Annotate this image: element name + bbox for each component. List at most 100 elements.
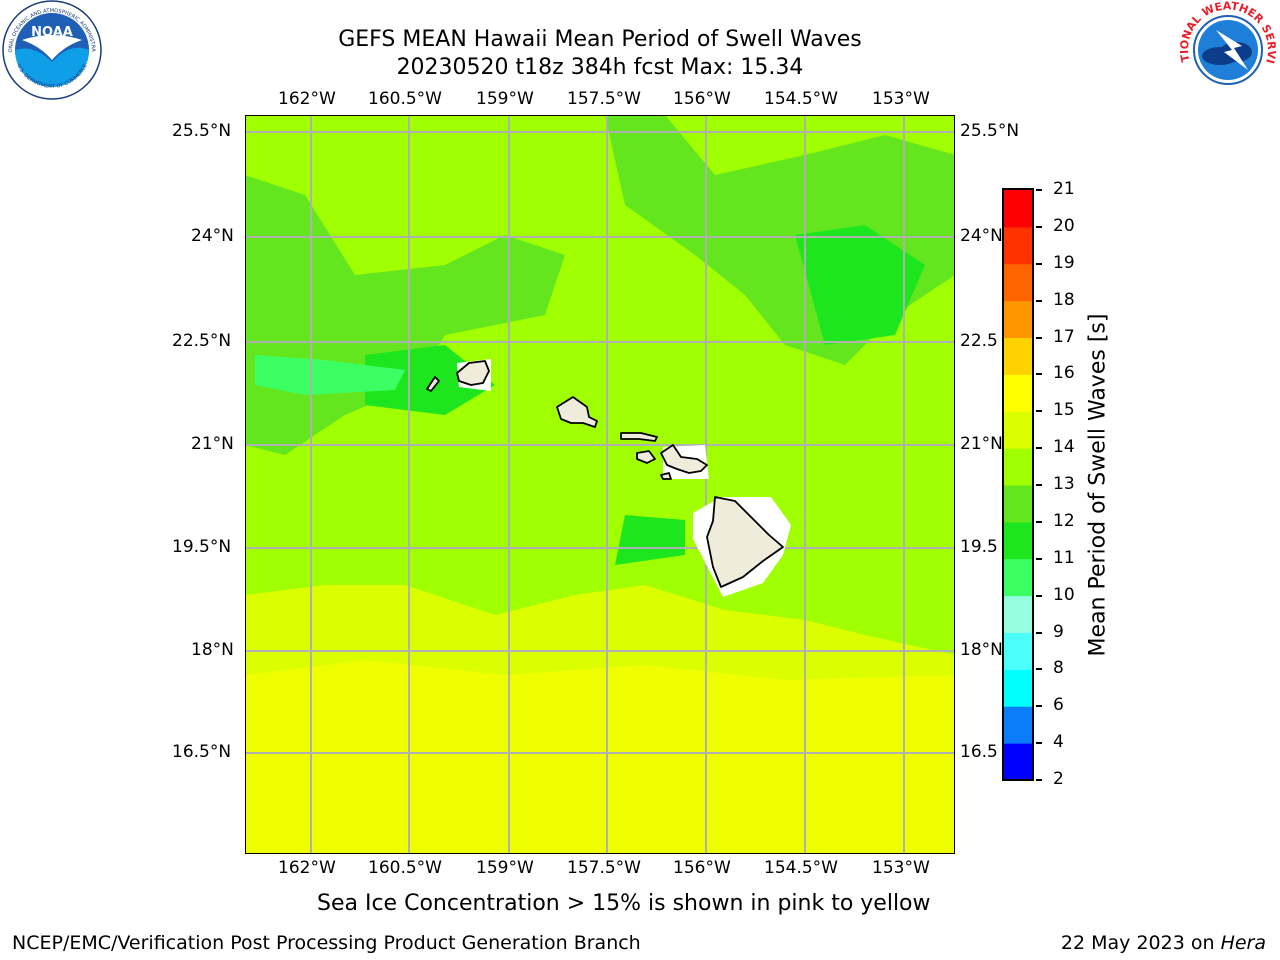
colorbar-tick-mark xyxy=(1036,779,1042,781)
colorbar-tick-label: 11 xyxy=(1053,547,1075,568)
colorbar-band xyxy=(1003,632,1033,670)
colorbar-tick-mark xyxy=(1036,189,1042,191)
colorbar-band xyxy=(1003,263,1033,302)
colorbar-band xyxy=(1003,521,1033,560)
lat-label-left: 16.5°N xyxy=(172,742,232,762)
island-kauai xyxy=(456,360,490,386)
field-contour-11-northeast xyxy=(795,225,925,345)
colorbar-band xyxy=(1003,595,1033,633)
lat-label-left: 21°N xyxy=(191,434,234,454)
colorbar-tick-mark xyxy=(1036,447,1042,450)
colorbar-tick-label: 6 xyxy=(1053,695,1064,716)
colorbar-band xyxy=(1003,485,1033,523)
field-contour-10 xyxy=(255,355,405,395)
colorbar-tick-mark xyxy=(1036,520,1042,523)
colorbar-tick-mark xyxy=(1036,594,1042,597)
colorbar-tick-mark xyxy=(1036,705,1042,708)
lat-label-right: 25.5°N xyxy=(960,121,1020,141)
lat-label-left: 22.5°N xyxy=(172,331,232,351)
colorbar-tick-mark xyxy=(1036,410,1042,413)
colorbar-band xyxy=(1003,190,1033,228)
island-molokai xyxy=(620,432,658,442)
colorbar-band xyxy=(1003,374,1033,412)
lon-label-top: 159°W xyxy=(476,89,534,109)
colorbar-tick-label: 20 xyxy=(1053,215,1075,236)
colorbar-tick-mark xyxy=(1036,299,1042,302)
lon-label-bottom: 157.5°W xyxy=(567,858,641,878)
colorbar-tick-label: 13 xyxy=(1053,474,1075,494)
lat-label-left: 24°N xyxy=(191,226,234,246)
lat-label-right: 21°N xyxy=(960,434,1003,454)
colorbar-tick-mark xyxy=(1036,373,1042,376)
lon-label-bottom: 153°W xyxy=(872,858,930,878)
colorbar-band xyxy=(1003,300,1033,338)
lat-label-left: 18°N xyxy=(191,640,234,660)
island-niihau xyxy=(426,376,440,392)
lon-label-top: 156°W xyxy=(673,89,731,109)
colorbar-tick-mark xyxy=(1036,557,1042,560)
colorbar-band xyxy=(1003,743,1033,781)
colorbar-label: Mean Period of Swell Waves [s] xyxy=(1085,313,1111,657)
colorbar-tick-label: 8 xyxy=(1053,658,1064,679)
lat-label-left: 25.5°N xyxy=(172,121,232,141)
colorbar-band xyxy=(1003,706,1033,744)
lon-label-top: 153°W xyxy=(872,89,930,109)
lat-label-right: 16.5 xyxy=(960,742,998,762)
colorbar-band xyxy=(1003,448,1033,486)
colorbar-tick-label: 21 xyxy=(1053,179,1075,199)
colorbar-band xyxy=(1003,558,1033,597)
colorbar-tick-label: 9 xyxy=(1053,621,1064,642)
lon-label-bottom: 156°W xyxy=(673,858,731,878)
colorbar xyxy=(1002,188,1034,781)
colorbar-tick-mark xyxy=(1036,742,1042,745)
colorbar-tick-label: 19 xyxy=(1053,252,1075,273)
colorbar-tick-label: 17 xyxy=(1053,326,1075,347)
colorbar-tick-label: 2 xyxy=(1053,769,1064,789)
colorbar-tick-mark xyxy=(1036,668,1042,671)
colorbar-tick-label: 15 xyxy=(1053,400,1075,421)
colorbar-tick-mark xyxy=(1036,336,1042,339)
nws-logo: NATIONAL WEATHER SERVICE xyxy=(1176,0,1278,98)
footer-date: 22 May 2023 on xyxy=(1060,932,1221,954)
lon-label-top: 162°W xyxy=(278,89,336,109)
colorbar-band xyxy=(1003,411,1033,449)
footer-right: 22 May 2023 on Hera xyxy=(1061,932,1266,954)
field-contour-11-south xyxy=(615,515,685,565)
lon-label-bottom: 162°W xyxy=(278,858,336,878)
figure-title: GEFS MEAN Hawaii Mean Period of Swell Wa… xyxy=(338,27,862,52)
colorbar-band xyxy=(1003,669,1033,707)
noaa-logo: NOAA NATIONAL OCEANIC AND ATMOSPHERIC AD… xyxy=(0,0,102,100)
colorbar-tick-label: 18 xyxy=(1053,289,1075,310)
figure-subtitle: 20230520 t18z 384h fcst Max: 15.34 xyxy=(396,55,804,80)
colorbar-tick-label: 16 xyxy=(1053,363,1075,384)
gridlines xyxy=(245,115,955,854)
lat-label-right: 24°N xyxy=(960,226,1003,246)
colorbar-tick-mark xyxy=(1036,262,1042,265)
lat-label-right: 19.5 xyxy=(960,537,998,557)
colorbar-tick-mark xyxy=(1036,484,1042,486)
island-maui xyxy=(660,444,708,474)
lon-label-top: 160.5°W xyxy=(368,89,442,109)
footer-left: NCEP/EMC/Verification Post Processing Pr… xyxy=(12,932,641,954)
footer-host: Hera xyxy=(1220,932,1266,954)
lon-label-bottom: 159°W xyxy=(476,858,534,878)
colorbar-tick-mark xyxy=(1036,225,1042,228)
colorbar-band xyxy=(1003,337,1033,375)
island-oahu xyxy=(556,396,598,428)
colorbar-frame xyxy=(1002,188,1034,781)
lat-label-right: 22.5 xyxy=(960,331,998,351)
lat-label-left: 19.5°N xyxy=(172,537,232,557)
lat-label-right: 18°N xyxy=(960,640,1003,660)
field-contour-14 xyxy=(245,660,955,854)
island-kahoolawe xyxy=(660,472,672,480)
hawaiian-islands xyxy=(426,360,784,588)
lon-label-bottom: 154.5°W xyxy=(764,858,838,878)
colorbar-ticks: 2 4 6 8 9 10 11 12 13 14 15 16 17 18 19 20 21 xyxy=(1036,179,1096,789)
colorbar-tick-label: 12 xyxy=(1053,510,1075,531)
colorbar-tick-label: 10 xyxy=(1053,584,1075,605)
sea-ice-caption: Sea Ice Concentration > 15% is shown in … xyxy=(317,891,931,916)
colorbar-tick-label: 4 xyxy=(1053,732,1064,753)
lon-label-bottom: 160.5°W xyxy=(368,858,442,878)
colorbar-tick-mark xyxy=(1036,631,1042,634)
